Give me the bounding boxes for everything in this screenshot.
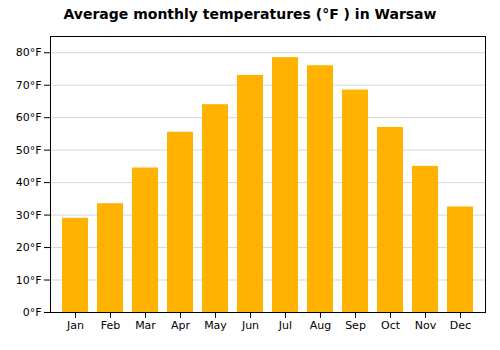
svg-text:Apr: Apr [171,319,191,332]
svg-text:30°F: 30°F [16,209,42,222]
svg-text:Mar: Mar [135,319,156,332]
svg-text:Aug: Aug [310,319,331,332]
svg-text:70°F: 70°F [16,79,42,92]
svg-text:40°F: 40°F [16,176,42,189]
svg-text:20°F: 20°F [16,241,42,254]
svg-text:0°F: 0°F [23,306,42,319]
svg-text:80°F: 80°F [16,46,42,59]
svg-text:60°F: 60°F [16,111,42,124]
svg-text:Nov: Nov [415,319,437,332]
svg-text:50°F: 50°F [16,144,42,157]
svg-text:Jul: Jul [278,319,292,332]
svg-text:Dec: Dec [450,319,471,332]
svg-text:10°F: 10°F [16,274,42,287]
svg-text:Sep: Sep [345,319,366,332]
html-text:Average monthly temperatures (: Average monthly temperatures (°F ) in Wa… [63,6,437,22]
svg-text:Jun: Jun [241,319,259,332]
svg-text:Feb: Feb [101,319,120,332]
svg-text:Oct: Oct [381,319,401,332]
svg-text:Jan: Jan [66,319,84,332]
svg-text:May: May [204,319,227,332]
